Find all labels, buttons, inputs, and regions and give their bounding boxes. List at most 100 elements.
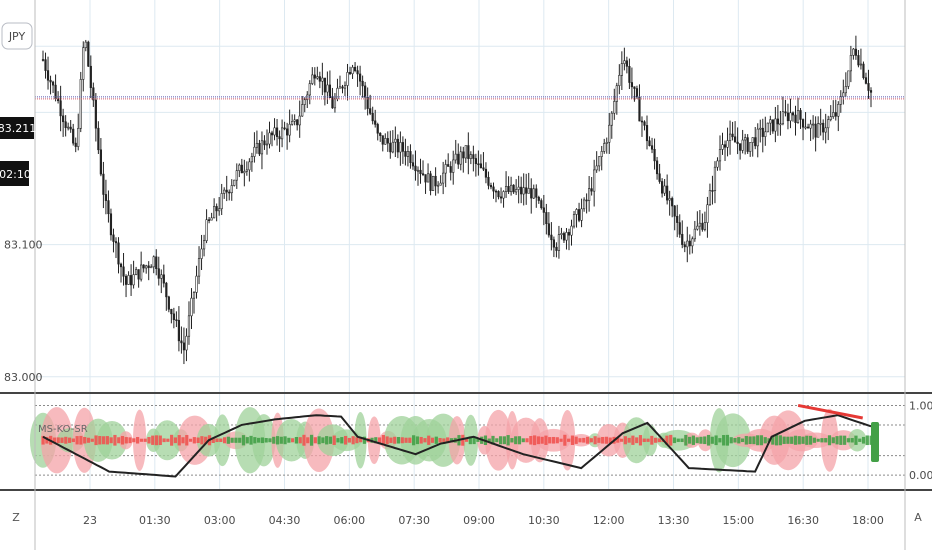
osc-red-bar xyxy=(608,437,612,443)
oscillator-pane xyxy=(29,403,879,478)
candle-body xyxy=(666,185,669,201)
candle-body xyxy=(228,191,231,194)
candle-body xyxy=(185,335,188,351)
osc-green-bar xyxy=(680,438,684,443)
candle-body xyxy=(449,166,452,173)
candle-body xyxy=(736,141,739,144)
candle-body xyxy=(84,41,87,48)
osc-green-bar xyxy=(846,438,851,443)
candle-body xyxy=(623,60,626,64)
osc-green-bar xyxy=(434,436,438,444)
osc-red-bar xyxy=(635,437,639,444)
osc-green-bar xyxy=(850,438,854,443)
osc-red-bar xyxy=(389,437,393,443)
candle-body xyxy=(114,241,118,244)
osc-red-bar xyxy=(332,435,336,445)
last-price-text: 83.211 xyxy=(0,122,36,135)
candle-body xyxy=(582,199,586,210)
osc-end-marker xyxy=(871,422,879,462)
candle-body xyxy=(633,86,636,89)
time-tick-label: 13:30 xyxy=(658,514,690,527)
candle-body xyxy=(419,169,422,175)
candle-body xyxy=(155,256,158,270)
osc-red-bar xyxy=(192,437,196,444)
osc-green-bar xyxy=(449,438,454,443)
osc-red-bar xyxy=(98,436,102,445)
candle-body xyxy=(316,76,319,79)
osc-red-bar xyxy=(567,438,571,442)
osc-red-bar xyxy=(563,434,567,446)
candle-body xyxy=(72,128,75,144)
scale-button-right[interactable]: A xyxy=(914,511,922,524)
osc-green-bar xyxy=(740,438,745,443)
candle-body xyxy=(416,169,420,172)
time-tick-label: 07:30 xyxy=(398,514,430,527)
candle-body xyxy=(764,131,767,137)
candle-body xyxy=(648,140,651,146)
candle-body xyxy=(661,181,664,194)
candle-body xyxy=(369,108,372,114)
candle-body xyxy=(615,85,618,102)
candle-body xyxy=(452,159,455,173)
candle-body xyxy=(552,239,555,248)
candle-body xyxy=(849,55,852,72)
osc-green-bar xyxy=(843,435,847,445)
candle-body xyxy=(265,143,269,146)
candle-body xyxy=(210,217,213,221)
candle-body xyxy=(726,140,729,148)
candle-body xyxy=(384,138,387,145)
candle-body xyxy=(175,319,178,322)
osc-green-bar xyxy=(245,437,249,444)
osc-green-bar xyxy=(763,437,767,444)
osc-red-bar xyxy=(347,437,351,443)
candle-body xyxy=(41,59,45,61)
osc-green-bar xyxy=(283,436,287,445)
candle-body xyxy=(394,138,397,143)
candle-body xyxy=(230,185,233,194)
osc-green-bar xyxy=(272,436,276,444)
scale-button-right-label: A xyxy=(914,511,922,524)
candle-body xyxy=(698,222,701,227)
osc-red-bar xyxy=(570,435,575,446)
candle-body xyxy=(399,142,402,153)
candle-body xyxy=(635,88,639,98)
candle-body xyxy=(424,174,427,183)
candle-body xyxy=(618,75,621,87)
candle-body xyxy=(628,66,631,83)
osc-red-area xyxy=(132,409,147,471)
candle-body xyxy=(774,118,777,132)
candle-body xyxy=(321,77,324,82)
scale-button-left[interactable]: Z xyxy=(12,511,20,524)
candle-body xyxy=(749,142,752,152)
osc-green-bar xyxy=(309,434,314,446)
candle-body xyxy=(356,70,359,75)
candle-body xyxy=(293,119,296,122)
candle-body xyxy=(744,137,747,141)
candle-body xyxy=(739,143,742,151)
candle-body xyxy=(668,198,671,201)
osc-green-bar xyxy=(714,435,718,446)
symbol-badge[interactable]: JPY xyxy=(1,22,33,50)
candle-body xyxy=(789,112,792,122)
osc-red-bar xyxy=(533,435,537,446)
candle-body xyxy=(650,145,654,150)
price-tick-label: 83.100 xyxy=(4,239,43,252)
osc-green-bar xyxy=(801,436,805,444)
time-tick-label: 15:00 xyxy=(722,514,754,527)
candle-body xyxy=(630,82,634,88)
candle-body xyxy=(172,313,175,321)
candle-body xyxy=(89,65,92,89)
candle-body xyxy=(822,122,825,133)
candle-body xyxy=(728,133,732,141)
candle-body xyxy=(288,123,291,136)
candle-body xyxy=(208,219,211,221)
osc-green-bar xyxy=(495,438,499,443)
osc-red-bar xyxy=(101,436,106,445)
candle-body xyxy=(124,275,128,285)
candle-body xyxy=(215,206,218,212)
osc-green-bar xyxy=(268,438,272,443)
candle-body xyxy=(82,47,85,80)
candle-body xyxy=(532,188,535,199)
candle-body xyxy=(746,137,749,152)
